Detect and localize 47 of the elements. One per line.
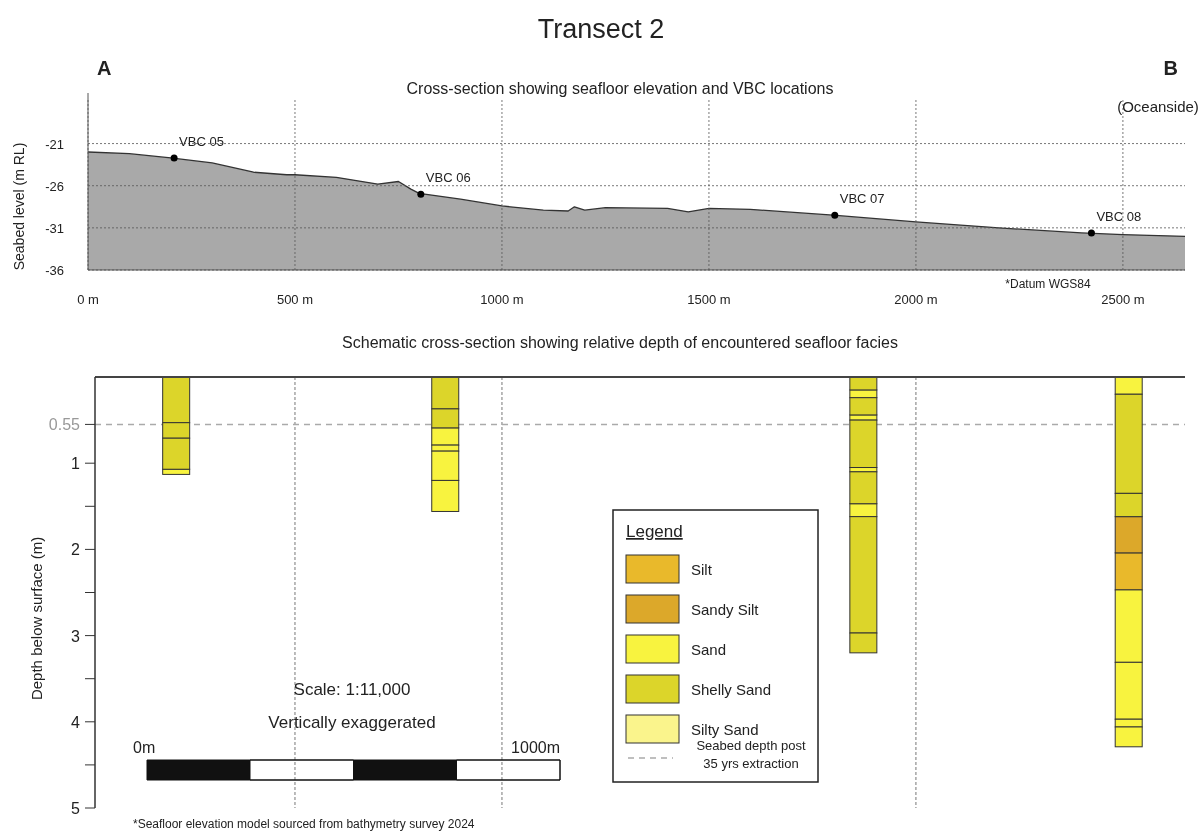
y-tick-label: 0.55 [48, 416, 81, 434]
legend-label: Sand [691, 641, 727, 658]
chart-subtitle: Cross-section showing seafloor elevation and VBC locations [406, 80, 834, 97]
text: *Datum WGS84 [1005, 277, 1092, 291]
x-tick-label: 1000 m [480, 292, 524, 307]
text: A [97, 57, 112, 79]
chart-title: Schematic cross-section showing relative depth of encountered seafloor facies [342, 334, 898, 351]
y-tick-label: -36 [45, 263, 64, 278]
legend-label: Seabed depth post 35 yrs extraction [696, 738, 806, 771]
y-axis-title: Seabed level (m RL) [11, 142, 27, 271]
x-tick-label: 2500 m [1101, 292, 1145, 307]
annotation: Scale: 1:11,000 [293, 680, 411, 699]
x-tick-label: 2000 m [894, 292, 938, 307]
point [1087, 229, 1095, 237]
annotation: 1000m [511, 739, 560, 756]
y-tick-label: 1 [71, 455, 81, 473]
legend-label: Sandy Silt [691, 601, 760, 618]
y-tick-label: 4 [71, 713, 81, 731]
y-tick-label: 2 [71, 541, 81, 559]
y-tick-label: -31 [45, 220, 64, 236]
line-series [87, 151, 1186, 237]
annotation: 0m [133, 739, 156, 756]
y-axis-title: Depth below surface (m) [28, 536, 45, 701]
text: *Seafloor elevation model sourced from bathymetry survey 2024 [133, 817, 475, 831]
annotation: VBC 08 [1096, 208, 1142, 224]
annotation: VBC 05 [179, 133, 224, 149]
point [831, 211, 839, 219]
x-tick-label: 500 m [276, 292, 314, 307]
legend-title: Legend [626, 522, 683, 541]
point [417, 190, 425, 198]
bar [849, 419, 878, 469]
y-tick-label: -21 [45, 136, 64, 152]
chart-title: Transect 2 [537, 14, 665, 44]
y-tick-label: -26 [45, 178, 64, 194]
annotation: VBC 07 [839, 191, 885, 207]
point [170, 154, 178, 162]
y-tick-label: 3 [71, 627, 81, 645]
y-tick-label: 5 [71, 800, 81, 817]
legend-label: Shelly Sand [691, 681, 772, 698]
legend-label: Silt [691, 561, 713, 578]
x-tick-label: 1500 m [687, 292, 731, 307]
text: B [1163, 57, 1178, 79]
annotation: VBC 06 [425, 170, 471, 186]
annotation: Vertically exaggerated [268, 713, 436, 732]
annotation: (Oceanside) [1117, 98, 1199, 115]
legend-label: Silty Sand [691, 721, 759, 738]
x-tick-label: 0 m [77, 292, 99, 307]
